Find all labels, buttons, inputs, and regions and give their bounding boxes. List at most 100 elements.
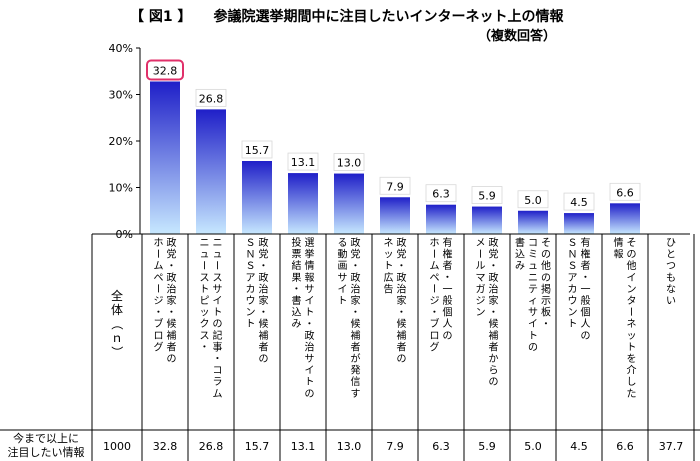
category-label-char: 信 — [351, 376, 361, 388]
category-label-char: ム — [430, 260, 440, 272]
category-label-char: 補 — [489, 329, 499, 342]
category-label-char: 候 — [167, 317, 177, 330]
category-label-char: Ｓ — [246, 261, 256, 272]
category-label-char: 画 — [338, 261, 348, 272]
category-label-char: ニ — [528, 273, 538, 284]
category-label-char: ペ — [154, 273, 164, 284]
chart-subtitle: （複数回答） — [478, 29, 557, 44]
category-label-char: 告 — [384, 282, 394, 295]
table-value: 4.5 — [570, 440, 588, 453]
category-label-char: ネ — [627, 318, 637, 330]
table-value: 13.1 — [291, 440, 316, 453]
category-label-char: ・ — [349, 260, 360, 270]
data-label: 6.6 — [616, 186, 634, 199]
category-label-char: 者 — [167, 341, 177, 353]
header-n-char: （ — [110, 318, 124, 330]
category-label-char: サ — [305, 283, 315, 295]
category-label-char: ト — [305, 377, 315, 388]
y-tick-label: 10% — [109, 182, 133, 195]
category-label-char: ト — [246, 319, 256, 330]
category-label-char: ト — [627, 342, 637, 353]
category-label-char: の — [541, 273, 551, 284]
bar — [518, 210, 548, 234]
category-label-char: 個 — [443, 306, 453, 319]
category-label-char: 家 — [167, 294, 177, 307]
data-label: 26.8 — [199, 92, 224, 105]
category-label-char: 政 — [351, 236, 361, 249]
category-label-char: イ — [627, 273, 637, 284]
category-label-char: ・ — [395, 307, 406, 317]
category-label-char: ・ — [487, 307, 498, 317]
data-label-box — [195, 88, 227, 107]
category-label-char: 治 — [489, 282, 499, 295]
category-label-char: 補 — [167, 329, 177, 342]
bar — [242, 160, 272, 234]
category-label-char: 挙 — [305, 248, 315, 261]
category-label-char: 情 — [614, 236, 624, 249]
category-label-char: ト — [200, 284, 210, 295]
table-value: 32.8 — [153, 440, 178, 453]
category-label-char: ニ — [213, 238, 223, 249]
category-label-char: イ — [305, 366, 315, 377]
category-label-char: 介 — [627, 365, 637, 377]
category-label-char: 党 — [259, 248, 269, 261]
category-label-char: ウ — [568, 295, 578, 307]
category-label-char: ・ — [441, 272, 452, 282]
category-label-char: カ — [246, 283, 256, 295]
category-label-char: い — [666, 296, 676, 307]
category-label-char: 家 — [259, 294, 269, 307]
category-label-char: 者 — [259, 341, 269, 353]
category-label-char: 政 — [397, 236, 407, 249]
category-label-char: ジ — [476, 296, 486, 307]
chart-title: 【 図1 】 参議院選挙期間中に注目したいインターネット上の情報 — [130, 6, 564, 26]
category-label-char: ト — [213, 308, 223, 319]
table-value: 37.7 — [659, 440, 684, 453]
category-label-char: の — [627, 250, 637, 261]
data-label: 32.8 — [153, 64, 178, 77]
category-label-char: を — [627, 353, 637, 365]
table-value: 13.0 — [337, 440, 362, 453]
category-label-char: 政 — [259, 271, 269, 284]
category-label-char: 政 — [397, 271, 407, 284]
row-label: 注目したい情報 — [8, 445, 85, 459]
bar — [564, 213, 594, 234]
category-label-char: ィ — [528, 296, 538, 307]
category-label-char: 情 — [305, 259, 315, 272]
category-label-char: と — [666, 249, 676, 261]
figure-label: 【 図1 】 — [130, 9, 192, 25]
category-label-char: 結 — [292, 259, 302, 272]
category-label-char: 一 — [581, 284, 591, 295]
category-label-char: ・ — [152, 307, 163, 317]
category-label-char: 治 — [397, 282, 407, 295]
category-label-char: の — [213, 319, 223, 330]
category-label-char: グ — [154, 340, 164, 353]
category-label-char: ス — [200, 331, 210, 342]
table-value: 5.0 — [524, 440, 542, 453]
data-label: 13.0 — [337, 157, 362, 170]
bar — [150, 81, 180, 234]
table-value: 26.8 — [199, 440, 224, 453]
bar — [426, 204, 456, 234]
y-axis: 0%10%20%30%40% — [109, 42, 141, 241]
category-label-char: イ — [213, 296, 223, 307]
category-label-char: 候 — [489, 317, 499, 330]
category-label-char: の — [528, 342, 538, 353]
category-label-char: ュ — [528, 261, 538, 272]
category-label-char: 記 — [213, 329, 223, 342]
category-label-char: ペ — [430, 273, 440, 284]
category-label-char: ッ — [384, 250, 394, 261]
category-label-char: カ — [568, 283, 578, 295]
y-tick-label: 30% — [109, 89, 133, 102]
category-label-char: Ｓ — [568, 261, 578, 272]
category-label-char: 込 — [515, 249, 525, 261]
category-label-char: 報 — [614, 249, 624, 261]
category-label-char: 者 — [489, 341, 499, 353]
category-label-char: ア — [246, 273, 256, 284]
category-label-char: 候 — [259, 317, 269, 330]
category-label-char: 板 — [541, 306, 551, 319]
category-label-char: ・ — [349, 307, 360, 317]
table-value: 5.9 — [478, 440, 496, 453]
category-label-char: み — [515, 261, 525, 272]
category-label-char: 者 — [443, 260, 453, 272]
category-label-char: も — [666, 272, 676, 284]
